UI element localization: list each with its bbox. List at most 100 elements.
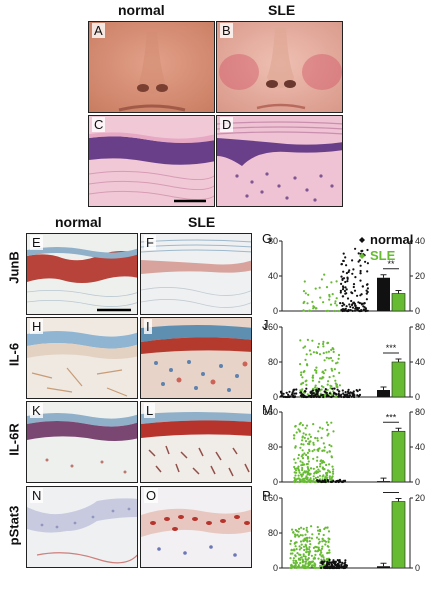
- scatter-point: [320, 480, 323, 484]
- ihc-pstat3-sle-image: [141, 487, 251, 567]
- scatter-point: [296, 533, 299, 536]
- scatter-point: [324, 543, 327, 546]
- scatter-point: [287, 393, 290, 396]
- scatter-point: [334, 560, 337, 563]
- scatter-point: [301, 439, 304, 442]
- scatter-point: [305, 551, 308, 554]
- scatter-point: [292, 434, 296, 437]
- scatter-point: [331, 369, 334, 372]
- scatter-point: [289, 539, 293, 542]
- scatter-point: [333, 387, 336, 390]
- scatter-point: [335, 566, 338, 569]
- scatter-point: [307, 460, 310, 463]
- scatter-point: [301, 453, 304, 456]
- graph-panel-label: P: [262, 488, 271, 503]
- scatter-point: [297, 535, 300, 538]
- scatter-point: [302, 545, 306, 548]
- scatter-point: [324, 480, 327, 483]
- scatter-point: [345, 305, 348, 308]
- scatter-point: [351, 309, 354, 312]
- scatter-point: [306, 548, 309, 551]
- scatter-point: [312, 423, 315, 426]
- scatter-point: [291, 528, 294, 531]
- ihc-junb-sle: F: [140, 233, 252, 315]
- scatter-point: [352, 285, 355, 289]
- scatter-point: [338, 384, 341, 387]
- scatter-point: [307, 562, 310, 565]
- scatter-point: [357, 309, 360, 312]
- panel-label-a: A: [92, 23, 105, 38]
- scatter-point: [306, 456, 310, 459]
- scatter-point: [321, 537, 324, 540]
- scatter-point: [349, 309, 352, 312]
- scatter-point: [320, 566, 323, 569]
- scatter-point: [340, 395, 343, 398]
- scatter-point: [352, 301, 356, 304]
- scatter-point: [308, 540, 311, 543]
- scatter-point: [305, 424, 309, 427]
- scatter-point: [312, 467, 315, 470]
- scatter-point: [295, 548, 298, 551]
- scatter-point: [334, 362, 338, 365]
- row-label-il6r: IL-6R: [6, 423, 22, 456]
- scatter-point: [316, 439, 319, 442]
- scatter-point: [360, 293, 363, 296]
- scatter-point: [327, 357, 331, 360]
- scatter-point: [316, 550, 319, 553]
- scatter-point: [294, 528, 297, 532]
- scatter-point: [322, 442, 325, 445]
- scatter-point: [295, 388, 298, 391]
- significance-label: ***: [386, 412, 397, 422]
- scatter-point: [300, 543, 303, 546]
- panel-label-c: C: [92, 117, 106, 132]
- scatter-point: [337, 353, 341, 357]
- scatter-point: [308, 349, 311, 352]
- panel-label-i: I: [144, 319, 152, 334]
- scatter-point: [335, 383, 338, 386]
- scatter-point: [294, 461, 297, 464]
- scatter-point: [300, 455, 303, 458]
- scatter-point: [301, 436, 304, 439]
- scatter-point: [314, 287, 317, 290]
- scatter-point: [305, 379, 308, 382]
- scatter-point: [303, 280, 306, 283]
- scatter-point: [328, 478, 331, 481]
- scatter-point: [334, 395, 337, 399]
- scatter-point: [344, 559, 347, 562]
- scatter-point: [338, 395, 341, 398]
- scatter-point: [332, 375, 335, 378]
- scatter-point: [305, 526, 308, 529]
- scatter-point: [312, 392, 315, 395]
- scatter-point: [328, 293, 331, 297]
- scatter-point: [306, 338, 309, 341]
- scatter-point: [328, 538, 331, 541]
- scatter-point: [322, 340, 325, 343]
- scatter-point: [351, 306, 355, 309]
- tick-label-left: 0: [273, 306, 278, 316]
- scatter-point: [328, 298, 331, 301]
- scatter-point: [359, 279, 362, 282]
- graph-il6-svg: J 0 80 160 0 40 80 ***: [262, 317, 425, 402]
- scatter-point: [315, 351, 318, 354]
- scatter-points: [289, 525, 348, 570]
- scatter-point: [294, 562, 297, 565]
- legend-label-normal: normal: [370, 232, 413, 247]
- scatter-point: [357, 306, 361, 310]
- scatter-point: [326, 428, 329, 431]
- scatter-point: [290, 549, 293, 552]
- scatter-point: [324, 476, 327, 479]
- scatter-point: [331, 293, 334, 296]
- scatter-point: [326, 479, 329, 482]
- scatter-point: [360, 309, 363, 312]
- legend-label-sle: SLE: [370, 248, 396, 263]
- scatter-point: [342, 277, 346, 280]
- scatter-point: [325, 309, 328, 313]
- scatter-point: [300, 546, 303, 550]
- scatter-point: [342, 252, 345, 255]
- scatter-point: [309, 395, 312, 398]
- tick-label-left: 0: [273, 392, 278, 402]
- scatter-point: [365, 298, 368, 301]
- bar-sle: [391, 430, 406, 483]
- scatter-point: [317, 346, 320, 349]
- scatter-point: [288, 390, 291, 393]
